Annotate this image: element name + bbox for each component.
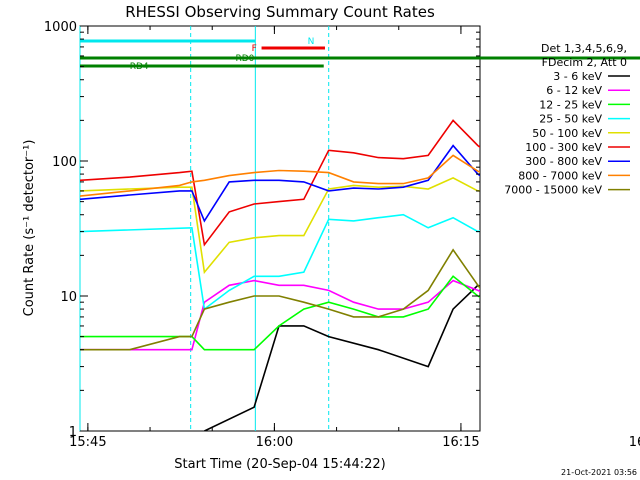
legend-label: 50 - 100 keV	[532, 127, 602, 140]
legend: Det 1,3,4,5,6,9,FDecim 2, Att 03 - 6 keV…	[504, 42, 630, 197]
flag-label-rd4: RD4	[130, 62, 149, 72]
series-line-6	[80, 144, 480, 223]
legend-label: 3 - 6 keV	[553, 70, 602, 83]
legend-label: 7000 - 15000 keV	[504, 184, 602, 197]
series-lines	[80, 119, 480, 431]
y-axis-label: Count Rate (s⁻¹ detector⁻¹)	[22, 140, 37, 317]
chart-title: RHESSI Observing Summary Count Rates	[125, 3, 435, 21]
series-line-7	[80, 154, 480, 197]
legend-label: 6 - 12 keV	[546, 84, 602, 97]
x-tick-label: 16:15	[442, 435, 479, 450]
x-tick-label: 16:30	[629, 435, 640, 450]
saa-markers	[79, 26, 330, 431]
legend-header: Det 1,3,4,5,6,9,	[541, 42, 627, 55]
series-line-2	[80, 275, 480, 351]
legend-label: 300 - 800 keV	[525, 155, 602, 168]
series-line-0	[204, 284, 480, 431]
legend-label: 12 - 25 keV	[539, 98, 602, 111]
legend-label: 100 - 300 keV	[525, 141, 602, 154]
series-line-1	[80, 279, 480, 351]
flag-label-f: F	[252, 44, 257, 54]
y-tick-label: 1	[69, 425, 77, 440]
series-line-4	[80, 177, 480, 275]
flag-label-rd0: RD0	[235, 54, 254, 64]
plot-frame	[79, 25, 481, 432]
flag-label-n: N	[308, 37, 315, 47]
y-tick-label: 100	[52, 155, 77, 170]
legend-label: 800 - 7000 keV	[518, 169, 602, 182]
y-tick-label: 1000	[44, 20, 77, 35]
legend-label: 25 - 50 keV	[539, 113, 602, 126]
y-tick-label: 10	[60, 290, 77, 305]
axis-ticks: 15:4516:0016:1516:3016:4517:0017:1511010…	[44, 20, 640, 450]
legend-header: FDecim 2, Att 0	[542, 56, 627, 69]
series-line-5	[80, 119, 480, 247]
timestamp: 21-Oct-2021 03:56	[561, 468, 637, 477]
x-axis-label: Start Time (20-Sep-04 15:44:22)	[174, 457, 385, 472]
series-line-3	[80, 213, 480, 311]
series-line-8	[80, 248, 480, 351]
x-tick-label: 15:45	[69, 435, 106, 450]
x-tick-label: 16:00	[256, 435, 293, 450]
